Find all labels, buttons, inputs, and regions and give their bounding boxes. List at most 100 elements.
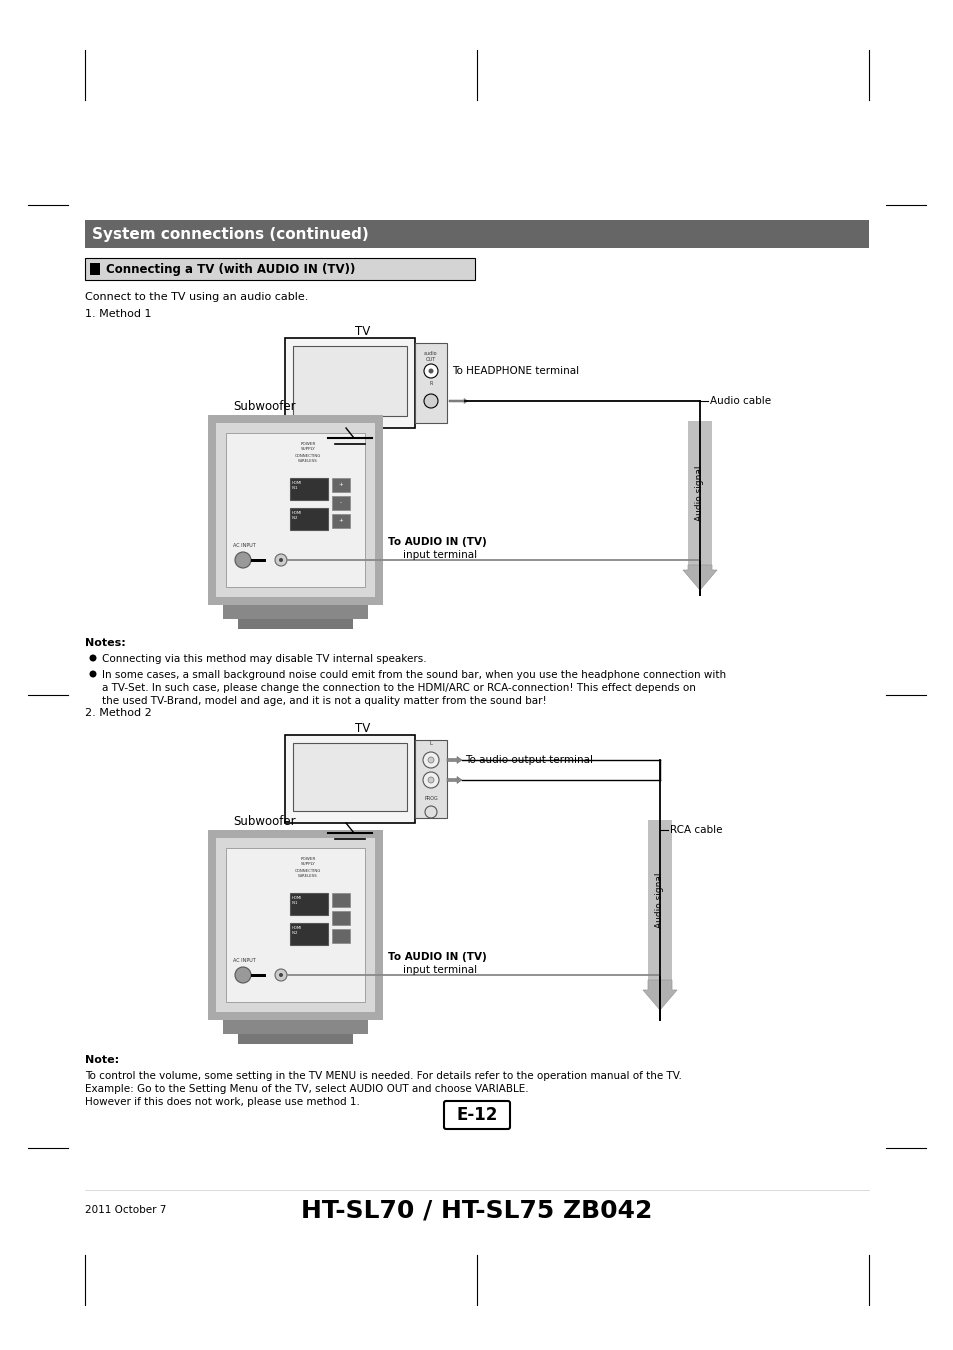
- FancyArrow shape: [447, 756, 461, 764]
- FancyArrow shape: [251, 559, 266, 562]
- FancyBboxPatch shape: [443, 1102, 510, 1129]
- Text: Connecting a TV (with AUDIO IN (TV)): Connecting a TV (with AUDIO IN (TV)): [106, 262, 355, 275]
- Bar: [290, 508, 328, 531]
- Bar: [237, 620, 353, 629]
- Circle shape: [274, 554, 287, 566]
- Text: HDMI
IN1: HDMI IN1: [292, 896, 302, 905]
- Text: Connect to the TV using an audio cable.: Connect to the TV using an audio cable.: [85, 292, 308, 302]
- Text: POWER
SUPPLY: POWER SUPPLY: [300, 441, 315, 451]
- Bar: [85, 220, 868, 248]
- Bar: [237, 1034, 353, 1044]
- Text: AC INPUT: AC INPUT: [233, 543, 255, 548]
- Bar: [215, 423, 375, 597]
- Text: To control the volume, some setting in the TV MENU is needed. For details refer : To control the volume, some setting in t…: [85, 1071, 681, 1081]
- FancyArrow shape: [447, 776, 461, 783]
- Bar: [90, 263, 100, 275]
- Text: HDMI
IN1: HDMI IN1: [292, 481, 302, 490]
- Text: -: -: [339, 501, 341, 505]
- FancyArrow shape: [682, 566, 717, 590]
- Text: 2. Method 2: 2. Method 2: [85, 707, 152, 718]
- Text: System connections (continued): System connections (continued): [91, 227, 369, 242]
- Text: 2011 October 7: 2011 October 7: [85, 1206, 166, 1215]
- Text: HT-SL70 / HT-SL75 ZB042: HT-SL70 / HT-SL75 ZB042: [301, 1197, 652, 1222]
- Bar: [332, 929, 350, 944]
- Text: R: R: [429, 381, 433, 386]
- Bar: [332, 514, 350, 528]
- Bar: [332, 892, 350, 907]
- Text: To HEADPHONE terminal: To HEADPHONE terminal: [452, 366, 578, 377]
- Text: a TV-Set. In such case, please change the connection to the HDMI/ARC or RCA-conn: a TV-Set. In such case, please change th…: [102, 683, 695, 693]
- Bar: [332, 478, 350, 491]
- Bar: [208, 414, 382, 605]
- Text: Note:: Note:: [85, 1054, 119, 1065]
- Text: Notes:: Notes:: [85, 639, 126, 648]
- Text: +: +: [338, 482, 343, 487]
- Circle shape: [428, 757, 434, 763]
- Text: 1. Method 1: 1. Method 1: [85, 309, 152, 319]
- Text: AC INPUT: AC INPUT: [233, 958, 255, 963]
- Text: POWER
SUPPLY: POWER SUPPLY: [300, 857, 315, 865]
- Text: PROG: PROG: [424, 796, 437, 801]
- Text: input terminal: input terminal: [402, 549, 476, 560]
- Circle shape: [274, 969, 287, 981]
- Text: audio
OUT: audio OUT: [424, 351, 437, 362]
- Text: Audio signal: Audio signal: [655, 872, 664, 927]
- Text: E-12: E-12: [456, 1106, 497, 1125]
- Bar: [285, 734, 415, 824]
- Text: the used TV-Brand, model and age, and it is not a quality matter from the sound : the used TV-Brand, model and age, and it…: [102, 697, 546, 706]
- Bar: [647, 819, 671, 980]
- Bar: [415, 740, 447, 818]
- Text: In some cases, a small background noise could emit from the sound bar, when you : In some cases, a small background noise …: [102, 670, 725, 680]
- Circle shape: [428, 778, 434, 783]
- Bar: [293, 346, 407, 416]
- Circle shape: [423, 394, 437, 408]
- Text: To AUDIO IN (TV): To AUDIO IN (TV): [388, 537, 486, 547]
- Circle shape: [423, 364, 437, 378]
- Text: Audio signal: Audio signal: [695, 466, 703, 521]
- Bar: [208, 830, 382, 1021]
- Bar: [415, 343, 447, 423]
- Text: TV: TV: [355, 722, 370, 734]
- Text: HDMI
IN2: HDMI IN2: [292, 926, 302, 934]
- FancyArrow shape: [251, 973, 266, 976]
- FancyArrow shape: [449, 398, 468, 404]
- Text: HDMI
IN2: HDMI IN2: [292, 512, 302, 520]
- Text: However if this does not work, please use method 1.: However if this does not work, please us…: [85, 1098, 359, 1107]
- Bar: [215, 838, 375, 1012]
- Circle shape: [90, 655, 96, 662]
- Circle shape: [234, 967, 251, 983]
- Text: Audio cable: Audio cable: [709, 396, 770, 406]
- FancyArrow shape: [642, 980, 677, 1010]
- Bar: [290, 478, 328, 500]
- Circle shape: [422, 752, 438, 768]
- Circle shape: [234, 552, 251, 568]
- Text: input terminal: input terminal: [402, 965, 476, 975]
- Circle shape: [424, 806, 436, 818]
- Text: Example: Go to the Setting Menu of the TV, select AUDIO OUT and choose VARIABLE.: Example: Go to the Setting Menu of the T…: [85, 1084, 528, 1094]
- Text: Subwoofer: Subwoofer: [233, 400, 295, 413]
- Bar: [226, 433, 365, 587]
- Bar: [332, 911, 350, 925]
- Bar: [285, 338, 415, 428]
- Bar: [290, 923, 328, 945]
- Bar: [687, 421, 711, 566]
- Circle shape: [278, 973, 283, 977]
- Bar: [290, 892, 328, 915]
- Text: To AUDIO IN (TV): To AUDIO IN (TV): [388, 952, 486, 963]
- Bar: [85, 258, 475, 279]
- Circle shape: [422, 772, 438, 788]
- Bar: [293, 743, 407, 811]
- Text: RCA cable: RCA cable: [669, 825, 721, 836]
- Bar: [223, 1021, 368, 1034]
- Circle shape: [428, 369, 433, 374]
- Text: Connecting via this method may disable TV internal speakers.: Connecting via this method may disable T…: [102, 653, 426, 664]
- Text: Subwoofer: Subwoofer: [233, 815, 295, 828]
- Text: +: +: [338, 518, 343, 524]
- Circle shape: [278, 558, 283, 562]
- Text: TV: TV: [355, 325, 370, 338]
- Text: To audio output terminal: To audio output terminal: [464, 755, 593, 765]
- Bar: [226, 848, 365, 1002]
- Bar: [223, 605, 368, 620]
- Text: CONNECTING
WIRELESS: CONNECTING WIRELESS: [294, 454, 321, 463]
- Bar: [332, 495, 350, 510]
